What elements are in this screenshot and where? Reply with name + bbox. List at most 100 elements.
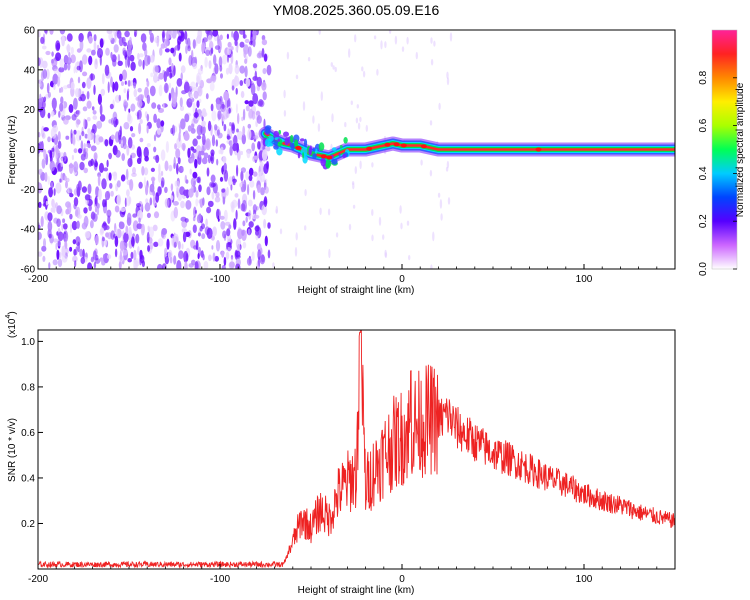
noise-blob (134, 31, 137, 38)
noise-blob (82, 248, 85, 260)
noise-blob (231, 124, 236, 134)
y-tick-label: -60 (21, 265, 36, 276)
noise-blob (226, 242, 229, 250)
noise-blob (87, 183, 92, 195)
noise-blob (236, 142, 239, 153)
noise-blob (248, 221, 254, 228)
noise-blob (219, 34, 223, 41)
noise-blob (170, 47, 175, 54)
noise-blob (73, 249, 77, 256)
ridge-blob (338, 152, 341, 157)
noise-blob (194, 261, 199, 269)
noise-blob (142, 59, 145, 70)
noise-blob (51, 97, 57, 110)
noise-blob (217, 110, 222, 120)
noise-blob (252, 63, 258, 69)
noise-blob (42, 45, 47, 50)
noise-blob (149, 197, 153, 206)
noise-blob (154, 65, 160, 73)
noise-blob (257, 141, 261, 150)
noise-blob (240, 167, 246, 173)
noise-blob (166, 30, 172, 39)
noise-blob (140, 223, 145, 236)
noise-speckle (348, 223, 352, 231)
noise-blob (130, 61, 136, 71)
noise-blob (234, 64, 240, 75)
noise-speckle (355, 117, 359, 124)
noise-speckle (327, 208, 331, 216)
ridge-hotspot (320, 154, 327, 159)
noise-blob (178, 52, 182, 62)
noise-speckle (350, 100, 353, 106)
noise-blob (129, 36, 132, 46)
noise-blob (246, 257, 252, 266)
noise-blob (196, 75, 200, 85)
noise-speckle (429, 169, 433, 177)
noise-blob (44, 30, 48, 35)
noise-blob (56, 249, 60, 260)
noise-blob (261, 254, 265, 263)
noise-blob (153, 241, 159, 247)
noise-blob (143, 146, 149, 159)
noise-blob (80, 93, 86, 102)
noise-blob (108, 152, 112, 160)
noise-blob (147, 55, 151, 65)
noise-blob (157, 172, 162, 183)
noise-blob (82, 71, 88, 77)
noise-blob (64, 241, 68, 250)
noise-blob (173, 206, 178, 219)
noise-blob (96, 206, 100, 216)
colorbar-tick-label: 0.2 (698, 214, 709, 228)
noise-blob (93, 84, 96, 95)
noise-blob (183, 132, 190, 141)
noise-blob (244, 38, 250, 44)
noise-blob (210, 149, 215, 157)
noise-blob (57, 131, 61, 141)
noise-blob (244, 100, 249, 105)
noise-blob (246, 149, 251, 159)
noise-blob (205, 138, 211, 151)
noise-blob (202, 253, 205, 261)
noise-blob (252, 93, 259, 105)
noise-blob (84, 221, 87, 229)
noise-blob (212, 252, 216, 262)
noise-blob (70, 81, 75, 90)
noise-speckle (430, 37, 433, 44)
noise-blob (164, 247, 168, 255)
noise-blob (104, 64, 110, 77)
noise-blob (55, 242, 58, 251)
noise-blob (225, 67, 230, 75)
noise-blob (60, 86, 64, 93)
ridge-hotspot (420, 144, 427, 149)
noise-blob (103, 239, 107, 247)
noise-blob (176, 78, 183, 87)
noise-blob (38, 57, 41, 67)
noise-blob (131, 133, 136, 138)
noise-blob (40, 70, 45, 82)
noise-blob (38, 168, 43, 175)
noise-blob (206, 227, 213, 239)
noise-blob (226, 186, 229, 196)
noise-blob (240, 90, 245, 99)
y-tick-label: 0.2 (21, 519, 35, 530)
noise-speckle (286, 51, 290, 60)
noise-blob (206, 78, 213, 84)
noise-blob (56, 76, 61, 87)
noise-blob (56, 218, 61, 227)
noise-blob (105, 47, 110, 56)
noise-blob (131, 236, 135, 247)
noise-speckle (429, 120, 433, 126)
noise-blob (223, 90, 230, 102)
y-tick-label: 0.8 (21, 382, 35, 393)
noise-blob (40, 36, 45, 45)
noise-blob (146, 80, 150, 87)
noise-speckle (362, 70, 366, 78)
noise-blob (90, 73, 93, 81)
noise-blob (176, 30, 180, 35)
noise-speckle (371, 162, 374, 168)
noise-blob (57, 258, 63, 268)
noise-blob (108, 172, 112, 181)
noise-blob (86, 90, 90, 100)
noise-blob (76, 65, 81, 71)
noise-blob (218, 56, 223, 68)
